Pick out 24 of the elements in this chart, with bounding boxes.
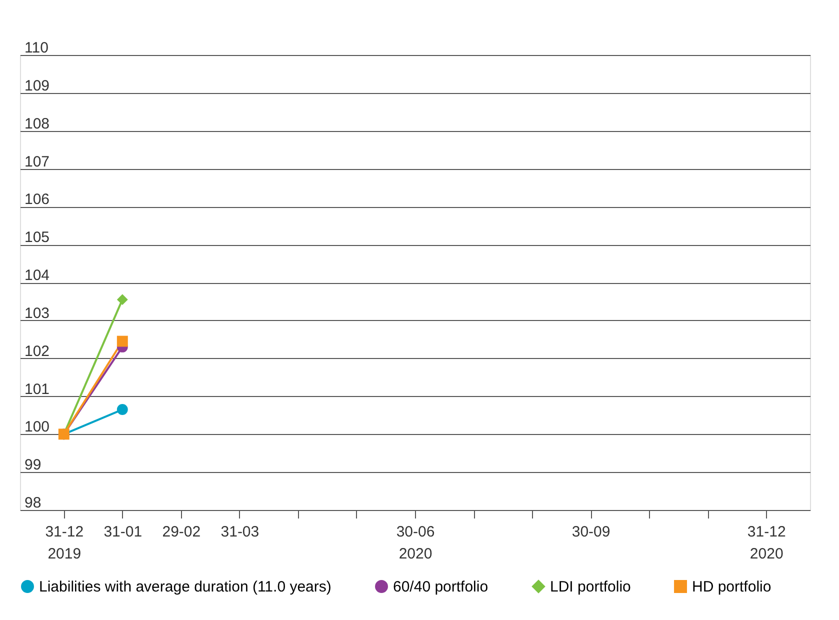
y-tick-label: 108 xyxy=(24,115,50,132)
x-tick-label: 30-09 xyxy=(572,524,610,540)
legend-label: LDI portfolio xyxy=(550,578,631,596)
legend-label: HD portfolio xyxy=(692,578,772,596)
x-tick-label: 31-01 xyxy=(104,524,142,540)
x-tick-label: 31-12 2019 xyxy=(45,524,84,562)
x-tick-label: 31-12 2020 xyxy=(747,524,786,562)
x-tick-label: 30-06 2020 xyxy=(396,524,435,562)
y-tick-label: 102 xyxy=(24,342,50,360)
y-tick-label: 104 xyxy=(24,267,50,284)
y-tick-label: 103 xyxy=(24,304,50,322)
y-tick-label: 110 xyxy=(24,40,48,56)
x-tick-label: 29-02 xyxy=(162,524,201,540)
legend-label: Liabilities with average duration (11.0 years) xyxy=(39,578,332,596)
y-tick-label: 100 xyxy=(24,418,50,436)
y-tick-label: 101 xyxy=(24,380,50,398)
y-tick-label: 98 xyxy=(24,494,42,512)
x-tick-label: 31-03 xyxy=(220,524,260,540)
y-tick-label: 109 xyxy=(24,77,50,94)
y-tick-label: 107 xyxy=(24,153,50,170)
y-tick-label: 106 xyxy=(24,191,50,208)
y-tick-label: 99 xyxy=(24,456,42,474)
legend-label: 60/40 portfolio xyxy=(393,578,488,596)
y-tick-label: 105 xyxy=(24,229,50,246)
